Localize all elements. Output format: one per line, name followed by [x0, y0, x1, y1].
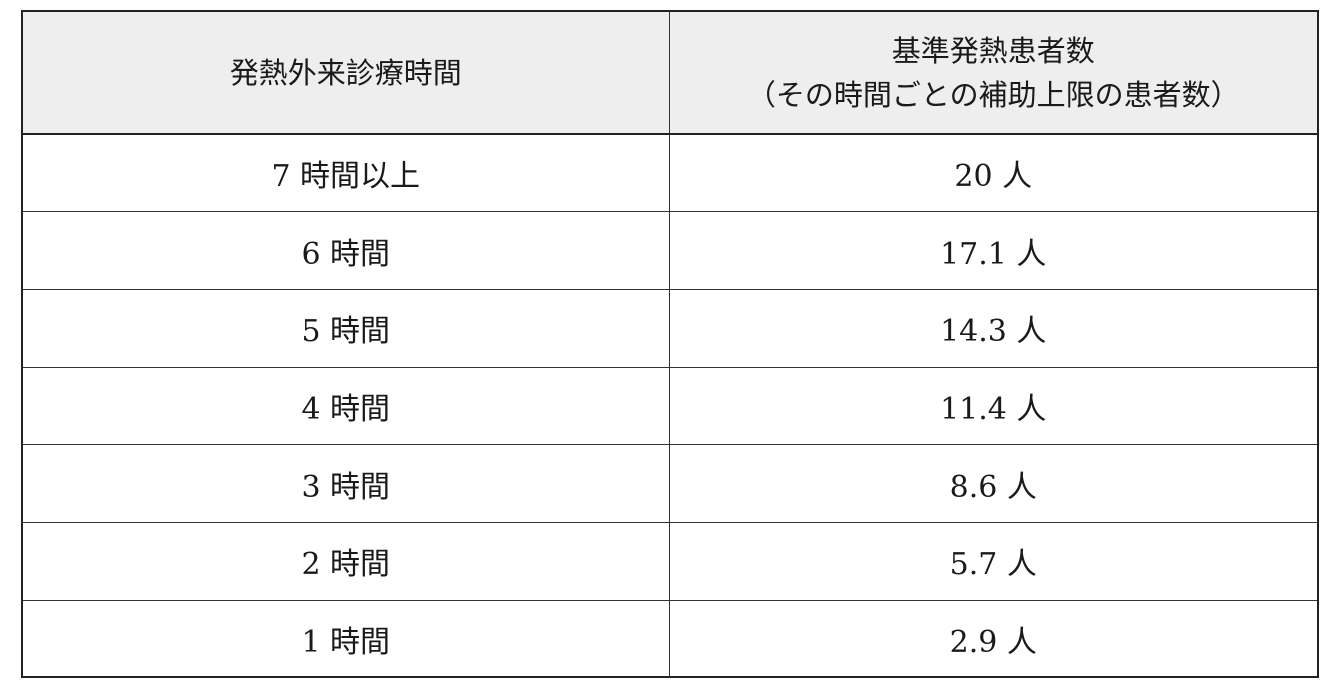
header-hours: 発熱外来診療時間 — [23, 12, 670, 135]
table-row: 5 時間 14.3 人 — [23, 288, 1317, 368]
table-row: 7 時間以上 20 人 — [23, 133, 1317, 213]
cell-patients: 14.3 人 — [668, 288, 1317, 368]
table-row: 2 時間 5.7 人 — [23, 521, 1317, 601]
cell-patients: 5.7 人 — [668, 521, 1317, 601]
table-row: 6 時間 17.1 人 — [23, 211, 1317, 290]
cell-hours: 3 時間 — [23, 444, 670, 523]
table-row: 3 時間 8.6 人 — [23, 444, 1317, 523]
table-row: 4 時間 11.4 人 — [23, 366, 1317, 446]
header-patients-title: 基準発熱患者数 — [891, 33, 1095, 68]
header-patients: 基準発熱患者数 （その時間ごとの補助上限の患者数） — [668, 12, 1317, 135]
cell-hours: 7 時間以上 — [23, 133, 670, 213]
fever-clinic-table-container: 発熱外来診療時間 基準発熱患者数 （その時間ごとの補助上限の患者数） 7 時間以… — [21, 10, 1319, 678]
cell-hours: 4 時間 — [23, 366, 670, 446]
table-header-row: 発熱外来診療時間 基準発熱患者数 （その時間ごとの補助上限の患者数） — [23, 12, 1317, 135]
fever-clinic-table: 発熱外来診療時間 基準発熱患者数 （その時間ごとの補助上限の患者数） 7 時間以… — [23, 12, 1317, 678]
cell-hours: 1 時間 — [23, 599, 670, 678]
cell-hours: 2 時間 — [23, 521, 670, 601]
cell-hours: 6 時間 — [23, 211, 670, 290]
cell-hours: 5 時間 — [23, 288, 670, 368]
cell-patients: 11.4 人 — [668, 366, 1317, 446]
table-row: 1 時間 2.9 人 — [23, 599, 1317, 678]
cell-patients: 17.1 人 — [668, 211, 1317, 290]
cell-patients: 20 人 — [668, 133, 1317, 213]
cell-patients: 2.9 人 — [668, 599, 1317, 678]
header-patients-note: （その時間ごとの補助上限の患者数） — [746, 77, 1240, 112]
cell-patients: 8.6 人 — [668, 444, 1317, 523]
